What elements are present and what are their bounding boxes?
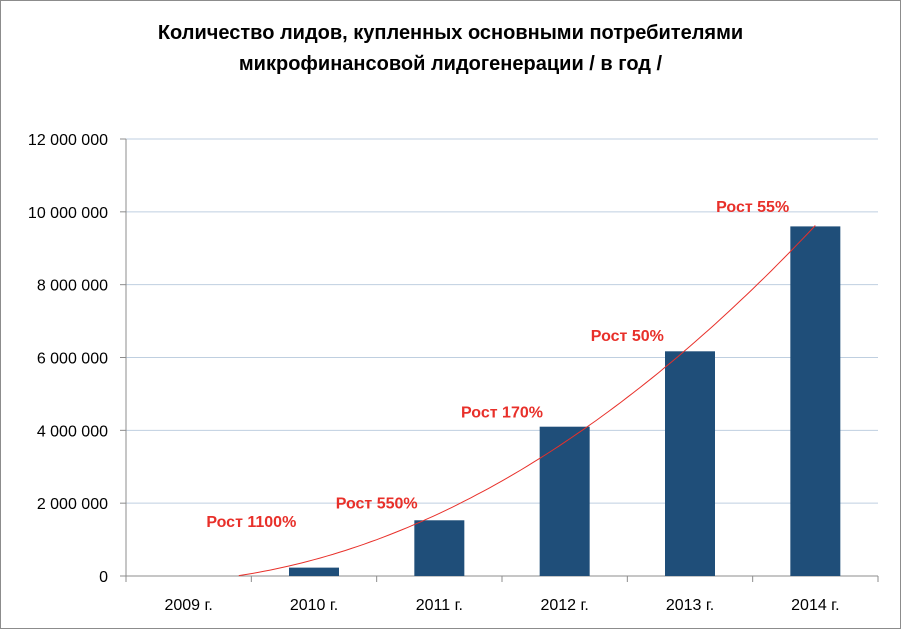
bar — [539, 426, 590, 576]
chart-title: Количество лидов, купленных основными по… — [0, 18, 901, 80]
trendline — [238, 225, 816, 577]
bars — [289, 226, 841, 576]
growth-label: Рост 55% — [716, 199, 789, 216]
y-tick-label: 4 000 000 — [37, 423, 108, 440]
y-tick-label: 0 — [99, 569, 108, 586]
x-tick-label: 2011 г. — [416, 597, 463, 614]
gridlines — [126, 138, 878, 504]
x-tick-label: 2014 г. — [791, 597, 839, 614]
growth-label: Рост 170% — [461, 405, 543, 422]
bar — [289, 567, 339, 576]
growth-label: Рост 1100% — [206, 514, 296, 531]
x-tick-label: 2012 г. — [540, 597, 588, 614]
chart-title-line-1: Количество лидов, купленных основными по… — [157, 22, 744, 44]
growth-annotations: Рост 1100% Рост 550% Рост 170% Рост 50% Рост… — [206, 199, 789, 531]
y-tick-label: 2 000 000 — [37, 496, 108, 513]
growth-label: Рост 50% — [591, 328, 664, 345]
x-tick-label: 2009 г. — [164, 597, 212, 614]
bar — [790, 226, 841, 576]
x-tick-labels: 2009 г. 2010 г. 2011 г. 2012 г. 2013 г. 2014 … — [164, 597, 839, 614]
bar — [665, 351, 715, 576]
growth-label: Рост 550% — [336, 496, 418, 513]
axes — [120, 138, 879, 582]
y-tick-label: 6 000 000 — [37, 351, 108, 368]
trendline-group — [238, 225, 816, 577]
y-tick-label: 10 000 000 — [28, 205, 108, 222]
y-tick-label: 8 000 000 — [37, 278, 108, 295]
x-tick-label: 2013 г. — [666, 597, 714, 614]
bar — [414, 520, 465, 576]
chart-title-line-2: микрофинансовой лидогенерации / в год / — [238, 53, 663, 75]
x-tick-label: 2010 г. — [290, 597, 338, 614]
y-tick-labels: 0 2 000 000 4 000 000 6 000 000 8 000 000 10 … — [28, 132, 108, 586]
y-tick-label: 12 000 000 — [28, 132, 108, 149]
